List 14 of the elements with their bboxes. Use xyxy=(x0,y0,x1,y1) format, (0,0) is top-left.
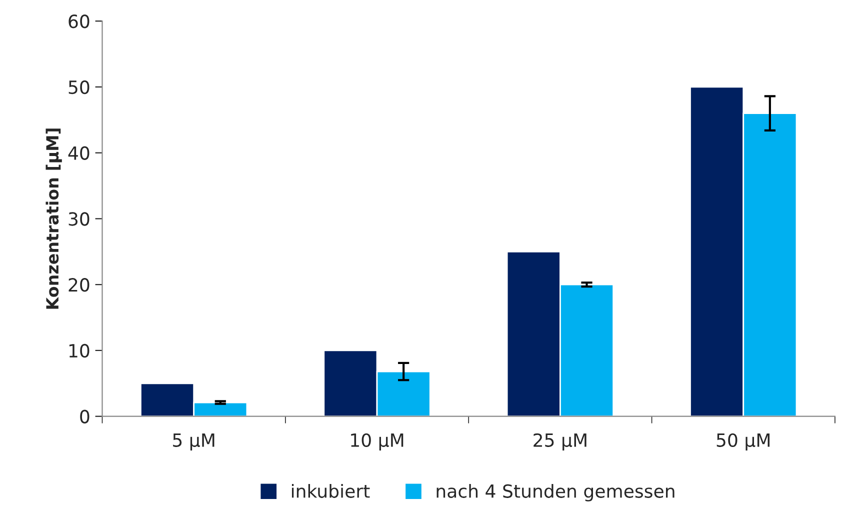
x-tick-label: 50 µM xyxy=(716,433,770,450)
y-axis-title: Konzentration [µM] xyxy=(46,128,62,309)
y-tick-label: 60 xyxy=(68,14,90,28)
x-tick-label: 25 µM xyxy=(534,433,586,450)
y-tick-label: 20 xyxy=(68,278,90,292)
legend-label: nach 4 Stunden gemessen xyxy=(436,484,674,502)
y-tick-label: 0 xyxy=(80,410,90,424)
y-tick-label: 10 xyxy=(69,344,90,358)
y-tick-label: 30 xyxy=(68,212,90,226)
y-tick-label: 50 xyxy=(68,80,90,94)
y-tick-label: 40 xyxy=(68,146,90,160)
legend-label: inkubiert xyxy=(292,484,370,498)
x-tick-label: 10 µM xyxy=(351,433,404,450)
x-tick-label: 5 µM xyxy=(173,434,214,450)
